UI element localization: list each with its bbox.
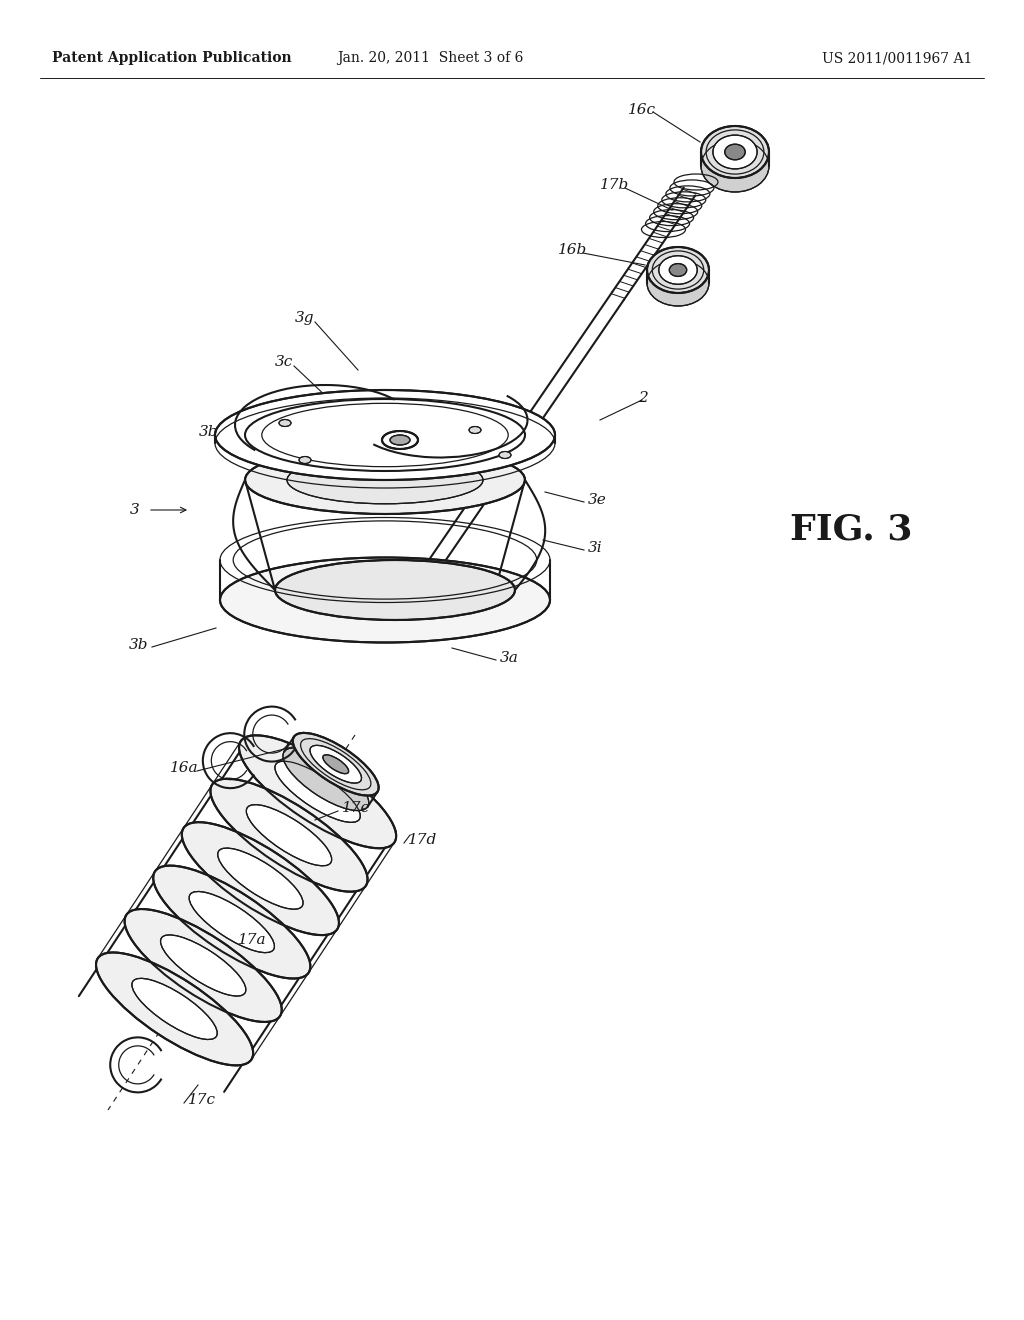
Ellipse shape	[220, 557, 550, 643]
Ellipse shape	[215, 389, 555, 480]
Ellipse shape	[469, 426, 481, 433]
Ellipse shape	[182, 822, 339, 935]
Ellipse shape	[154, 866, 310, 978]
Text: 3a: 3a	[500, 651, 519, 665]
Text: 3e: 3e	[588, 492, 607, 507]
Text: 16b: 16b	[558, 243, 587, 257]
Ellipse shape	[279, 420, 291, 426]
Text: Jan. 20, 2011  Sheet 3 of 6: Jan. 20, 2011 Sheet 3 of 6	[337, 51, 523, 65]
Ellipse shape	[125, 909, 282, 1022]
Text: 3g: 3g	[295, 312, 314, 325]
Ellipse shape	[701, 125, 769, 178]
Ellipse shape	[323, 755, 348, 774]
Ellipse shape	[299, 457, 311, 463]
Ellipse shape	[310, 746, 361, 783]
Ellipse shape	[287, 457, 483, 504]
Ellipse shape	[293, 733, 379, 796]
Ellipse shape	[658, 256, 697, 284]
Ellipse shape	[189, 891, 274, 953]
Ellipse shape	[247, 805, 332, 866]
Text: 16a: 16a	[170, 762, 199, 775]
Ellipse shape	[647, 247, 709, 293]
Ellipse shape	[218, 847, 303, 909]
Text: FIG. 3: FIG. 3	[790, 513, 912, 546]
Text: 17b: 17b	[600, 178, 630, 191]
Text: Patent Application Publication: Patent Application Publication	[52, 51, 292, 65]
Ellipse shape	[96, 953, 253, 1065]
Text: 2: 2	[638, 391, 648, 405]
Text: 3c: 3c	[275, 355, 293, 370]
Ellipse shape	[283, 748, 369, 810]
Ellipse shape	[245, 446, 525, 513]
Ellipse shape	[647, 260, 709, 306]
Ellipse shape	[725, 144, 745, 160]
Ellipse shape	[499, 451, 511, 458]
Text: 17d: 17d	[408, 833, 437, 847]
Text: 16c: 16c	[628, 103, 656, 117]
Ellipse shape	[275, 560, 515, 620]
Text: 17c: 17c	[188, 1093, 216, 1107]
Ellipse shape	[390, 436, 410, 445]
Text: 17a: 17a	[238, 933, 266, 946]
Ellipse shape	[382, 432, 418, 449]
Ellipse shape	[132, 978, 217, 1039]
Ellipse shape	[701, 140, 769, 191]
Text: 3: 3	[130, 503, 140, 517]
Text: 3b: 3b	[199, 425, 218, 440]
Text: 17e: 17e	[342, 801, 371, 814]
Ellipse shape	[670, 264, 687, 276]
Text: 3b: 3b	[128, 638, 148, 652]
Text: 3i: 3i	[588, 541, 603, 554]
Ellipse shape	[239, 735, 396, 849]
Text: US 2011/0011967 A1: US 2011/0011967 A1	[821, 51, 972, 65]
Ellipse shape	[161, 935, 246, 997]
Ellipse shape	[713, 135, 757, 169]
Ellipse shape	[274, 762, 360, 822]
Ellipse shape	[210, 779, 368, 892]
